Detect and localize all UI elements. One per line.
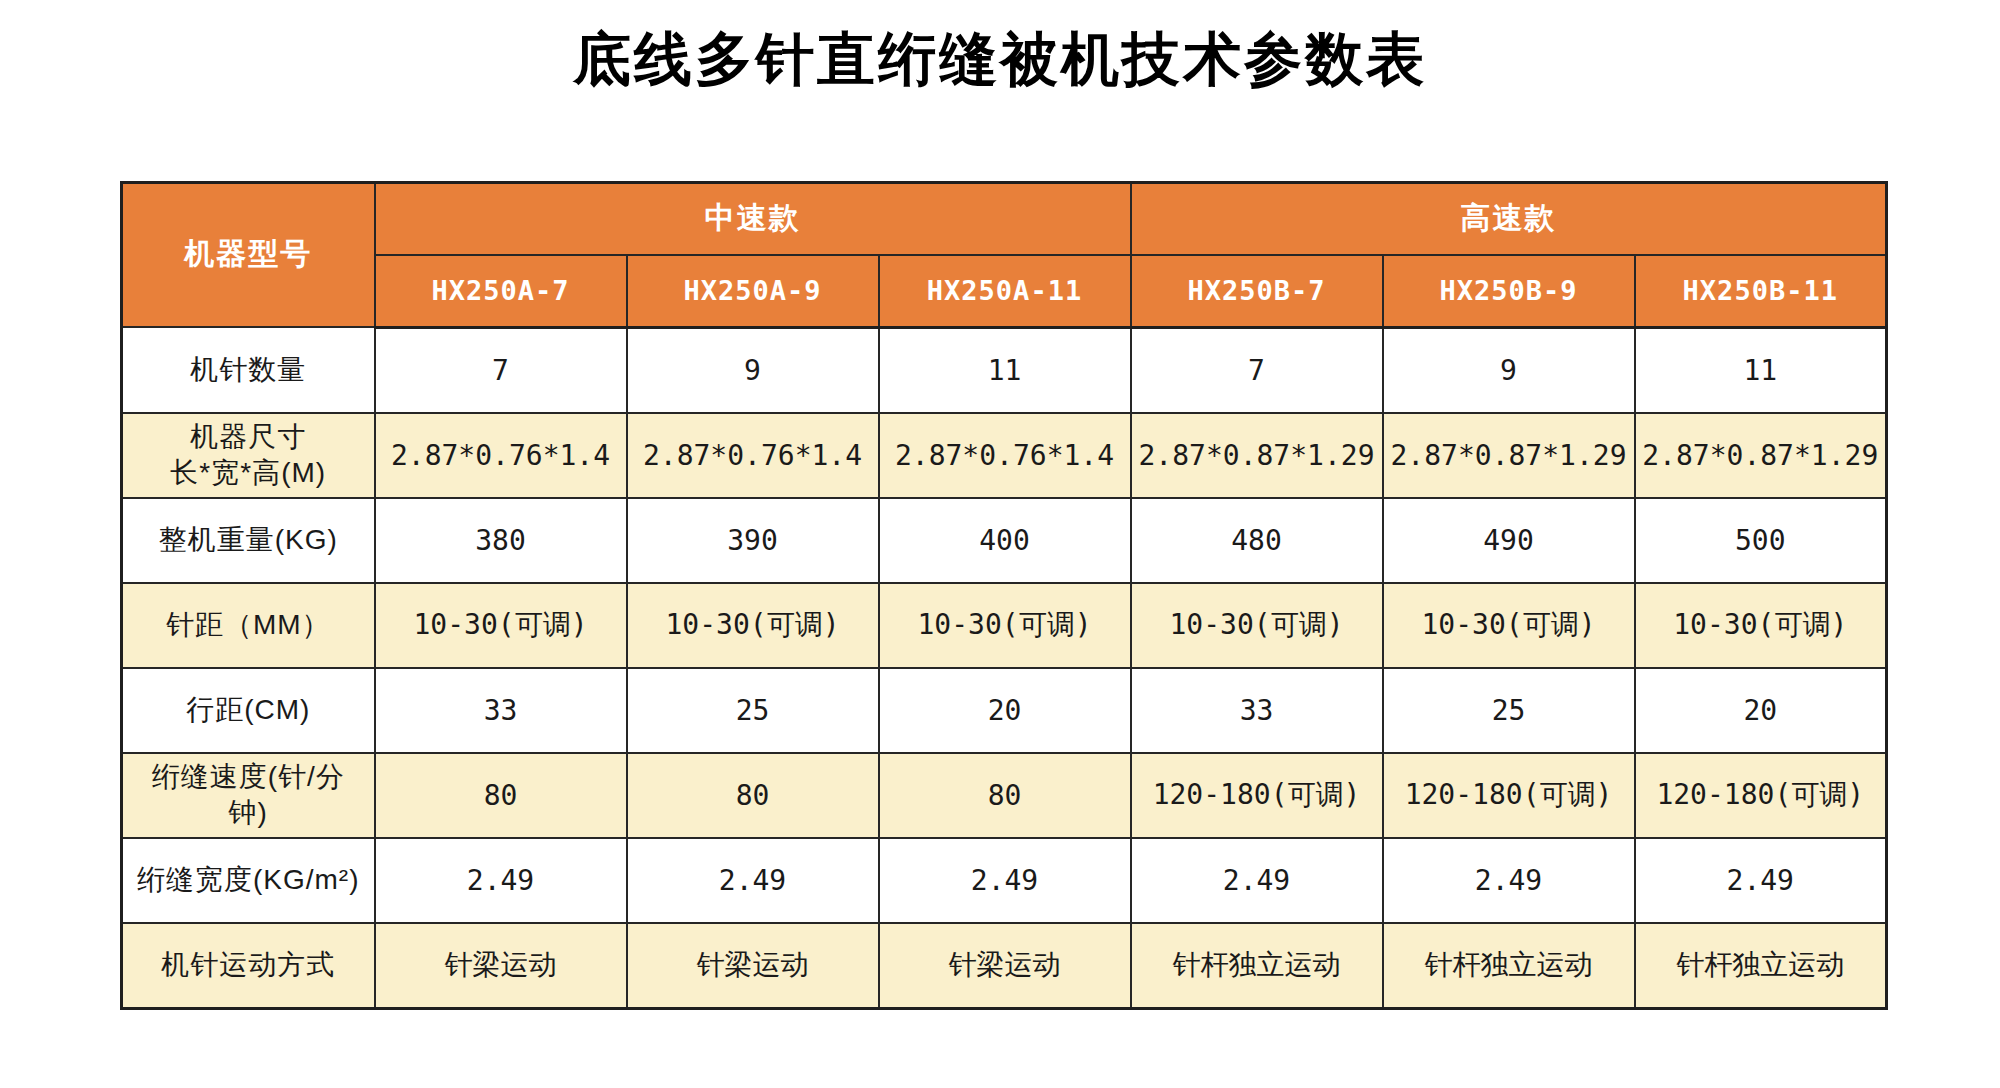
page-title: 底线多针直绗缝被机技术参数表 xyxy=(0,26,2000,93)
row-label: 整机重量(KG) xyxy=(122,498,375,583)
cell-value: 10-30(可调) xyxy=(1131,583,1383,668)
table-row-quilting-width: 绗缝宽度(KG/m²) 2.49 2.49 2.49 2.49 2.49 2.4… xyxy=(122,838,1887,923)
header-group-row: 机器型号 中速款 高速款 xyxy=(122,182,1887,255)
cell-value: 490 xyxy=(1383,498,1635,583)
cell-value: 10-30(可调) xyxy=(627,583,879,668)
cell-value: 9 xyxy=(627,327,879,413)
row-label: 机器尺寸 长*宽*高(M) xyxy=(122,413,375,498)
cell-value: 390 xyxy=(627,498,879,583)
model-header-hx250b-7: HX250B-7 xyxy=(1131,255,1383,328)
row-label: 机针运动方式 xyxy=(122,923,375,1009)
table-row-machine-size: 机器尺寸 长*宽*高(M) 2.87*0.76*1.4 2.87*0.76*1.… xyxy=(122,413,1887,498)
corner-header-machine-model: 机器型号 xyxy=(122,182,375,327)
table-row-quilting-speed: 绗缝速度(针/分 钟) 80 80 80 120-180(可调) 120-180… xyxy=(122,753,1887,838)
model-header-hx250a-7: HX250A-7 xyxy=(375,255,627,328)
cell-value: 2.87*0.76*1.4 xyxy=(375,413,627,498)
cell-value: 7 xyxy=(375,327,627,413)
cell-value: 20 xyxy=(1635,668,1887,753)
table-row-row-spacing: 行距(CM) 33 25 20 33 25 20 xyxy=(122,668,1887,753)
cell-value: 针梁运动 xyxy=(375,923,627,1009)
cell-value: 10-30(可调) xyxy=(1635,583,1887,668)
cell-value: 25 xyxy=(1383,668,1635,753)
cell-value: 2.49 xyxy=(879,838,1131,923)
table-row-needle-count: 机针数量 7 9 11 7 9 11 xyxy=(122,327,1887,413)
cell-value: 2.87*0.87*1.29 xyxy=(1635,413,1887,498)
cell-value: 针梁运动 xyxy=(879,923,1131,1009)
cell-value: 2.49 xyxy=(1635,838,1887,923)
cell-value: 针杆独立运动 xyxy=(1131,923,1383,1009)
cell-value: 11 xyxy=(879,327,1131,413)
table-row-machine-weight: 整机重量(KG) 380 390 400 480 490 500 xyxy=(122,498,1887,583)
model-header-hx250b-11: HX250B-11 xyxy=(1635,255,1887,328)
cell-value: 2.87*0.76*1.4 xyxy=(879,413,1131,498)
cell-value: 500 xyxy=(1635,498,1887,583)
cell-value: 针梁运动 xyxy=(627,923,879,1009)
group-header-high-speed: 高速款 xyxy=(1131,182,1887,255)
cell-value: 2.87*0.76*1.4 xyxy=(627,413,879,498)
cell-value: 33 xyxy=(375,668,627,753)
group-header-medium-speed: 中速款 xyxy=(375,182,1131,255)
cell-value: 2.87*0.87*1.29 xyxy=(1131,413,1383,498)
cell-value: 20 xyxy=(879,668,1131,753)
cell-value: 11 xyxy=(1635,327,1887,413)
cell-value: 10-30(可调) xyxy=(1383,583,1635,668)
cell-value: 120-180(可调) xyxy=(1131,753,1383,838)
model-header-hx250a-9: HX250A-9 xyxy=(627,255,879,328)
cell-value: 380 xyxy=(375,498,627,583)
cell-value: 33 xyxy=(1131,668,1383,753)
cell-value: 针杆独立运动 xyxy=(1635,923,1887,1009)
cell-value: 80 xyxy=(375,753,627,838)
cell-value: 7 xyxy=(1131,327,1383,413)
row-label: 针距（MM） xyxy=(122,583,375,668)
cell-value: 2.49 xyxy=(1131,838,1383,923)
table-row-needle-pitch: 针距（MM） 10-30(可调) 10-30(可调) 10-30(可调) 10-… xyxy=(122,583,1887,668)
header-model-row: HX250A-7 HX250A-9 HX250A-11 HX250B-7 HX2… xyxy=(122,255,1887,328)
row-label: 绗缝宽度(KG/m²) xyxy=(122,838,375,923)
spec-table: 机器型号 中速款 高速款 HX250A-7 HX250A-9 HX250A-11… xyxy=(120,181,1888,1010)
cell-value: 120-180(可调) xyxy=(1635,753,1887,838)
cell-value: 2.49 xyxy=(1383,838,1635,923)
cell-value: 针杆独立运动 xyxy=(1383,923,1635,1009)
model-header-hx250b-9: HX250B-9 xyxy=(1383,255,1635,328)
row-label: 行距(CM) xyxy=(122,668,375,753)
spec-table-header: 机器型号 中速款 高速款 HX250A-7 HX250A-9 HX250A-11… xyxy=(122,182,1887,327)
cell-value: 10-30(可调) xyxy=(375,583,627,668)
cell-value: 80 xyxy=(879,753,1131,838)
cell-value: 10-30(可调) xyxy=(879,583,1131,668)
cell-value: 9 xyxy=(1383,327,1635,413)
table-row-needle-motion-mode: 机针运动方式 针梁运动 针梁运动 针梁运动 针杆独立运动 针杆独立运动 针杆独立… xyxy=(122,923,1887,1009)
model-header-hx250a-11: HX250A-11 xyxy=(879,255,1131,328)
cell-value: 120-180(可调) xyxy=(1383,753,1635,838)
row-label: 绗缝速度(针/分 钟) xyxy=(122,753,375,838)
cell-value: 2.49 xyxy=(627,838,879,923)
cell-value: 25 xyxy=(627,668,879,753)
cell-value: 480 xyxy=(1131,498,1383,583)
cell-value: 80 xyxy=(627,753,879,838)
cell-value: 2.49 xyxy=(375,838,627,923)
spec-table-body: 机针数量 7 9 11 7 9 11 机器尺寸 长*宽*高(M) 2.87*0.… xyxy=(122,327,1887,1008)
row-label: 机针数量 xyxy=(122,327,375,413)
cell-value: 2.87*0.87*1.29 xyxy=(1383,413,1635,498)
cell-value: 400 xyxy=(879,498,1131,583)
